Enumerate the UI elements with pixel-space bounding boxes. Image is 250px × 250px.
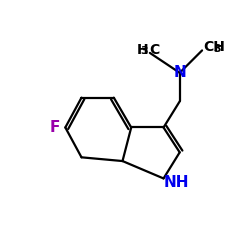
Text: CH: CH: [203, 40, 225, 54]
Text: F: F: [50, 120, 60, 135]
Text: NH: NH: [164, 176, 189, 190]
Text: 3: 3: [214, 44, 222, 54]
Text: 3: 3: [141, 46, 148, 56]
Text: C: C: [149, 43, 159, 57]
Text: H: H: [137, 43, 148, 57]
Text: N: N: [173, 65, 186, 80]
